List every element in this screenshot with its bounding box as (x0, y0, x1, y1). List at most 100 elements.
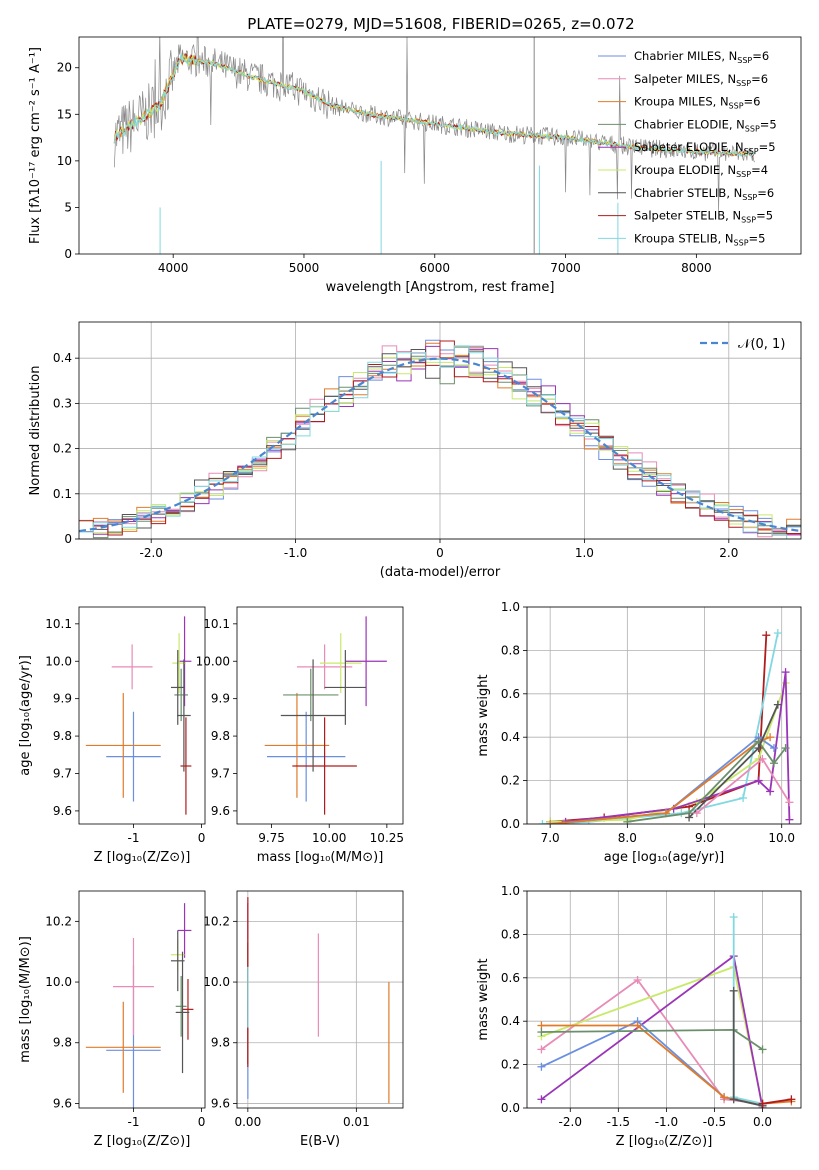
weight-series-line (540, 978, 763, 1105)
plot-area (264, 616, 387, 815)
axes-frame (78, 36, 802, 255)
weight-series-line (732, 917, 763, 1105)
y-tick-label: 0.0 (501, 817, 520, 831)
x-axis-label: E(B-V) (300, 1134, 340, 1149)
spectrum-panel: 4000 5000 6000 7000 8000 0 5 10 15 20 wavelength [… (28, 36, 802, 295)
x-tick-label: 10.25 (370, 831, 404, 845)
y-tick-label: 0.6 (501, 687, 520, 701)
y-tick-label: 10 (57, 154, 72, 168)
y-tick-label: 0.2 (53, 442, 72, 456)
x-tick-label: 6000 (419, 261, 450, 275)
x-tick-label: 8.0 (618, 831, 637, 845)
y-axis-label: mass [log₁₀(M/M⊙)] (18, 936, 33, 1063)
y-tick-label: 0.3 (53, 396, 72, 410)
legend-entry: Chabrier STELIB, NSSP=6 (634, 186, 774, 202)
x-tick-label: 0.01 (343, 1115, 370, 1129)
legend-count: =6 (744, 95, 761, 109)
x-tick-label: 1.0 (575, 546, 594, 560)
legend-subscript: SSP (744, 147, 759, 156)
x-tick-label: 9.0 (695, 831, 714, 845)
y-axis-label: Flux [fλ10⁻¹⁷ erg cm⁻² s⁻¹ A⁻¹] (28, 47, 43, 244)
weight-series-line (541, 1020, 763, 1107)
weight-series-line (762, 1098, 792, 1105)
axes-frame (78, 890, 206, 1109)
y-tick-label: 0.0 (501, 1101, 520, 1115)
y-tick-label: 0.2 (501, 774, 520, 788)
x-axis-label: (data-model)/error (380, 565, 501, 580)
x-tick-label: -1.0 (655, 1115, 678, 1129)
x-tick-label: 10.0 (768, 831, 795, 845)
y-tick-label: 10.00 (196, 654, 230, 668)
legend-count: =6 (751, 72, 768, 86)
legend-entry: Salpeter STELIB, NSSP=5 (634, 209, 773, 225)
weight-series-line (550, 736, 771, 824)
x-axis-label: Z [log₁₀(Z/Z⊙)] (94, 1134, 191, 1149)
x-tick-label: 0 (436, 546, 444, 560)
legend-subscript: SSP (729, 102, 744, 111)
x-axis-label: wavelength [Angstrom, rest frame] (326, 280, 555, 295)
y-tick-label: 10.0 (45, 654, 72, 668)
y-tick-label: 9.6 (53, 804, 72, 818)
legend-subscript: SSP (742, 193, 757, 202)
y-tick-label: 0 (64, 247, 72, 261)
x-axis-label: Z [log₁₀(Z/Z⊙)] (94, 850, 191, 865)
y-tick-label: 9.8 (211, 1036, 230, 1050)
y-tick-label: 0.2 (501, 1058, 520, 1072)
mass-ebv-panel: 0.00 0.01 9.6 9.8 10.0 10.2 E(B-V) (203, 890, 404, 1149)
x-axis-label: Z [log₁₀(Z/Z⊙)] (616, 1134, 713, 1149)
y-tick-label: 10.0 (203, 975, 230, 989)
figure-title: PLATE=0279, MJD=51608, FIBERID=0265, z=0… (247, 15, 634, 33)
y-tick-label: 0.8 (501, 927, 520, 941)
y-tick-label: 9.8 (53, 1036, 72, 1050)
legend-subscript: SSP (736, 79, 751, 88)
y-axis-label: age [log₁₀(age/yr)] (18, 655, 33, 776)
x-tick-label: 8000 (681, 261, 712, 275)
axes-frame (78, 321, 802, 540)
legend-count: =6 (757, 186, 774, 200)
legend-count: =5 (756, 209, 773, 223)
axes-frame (236, 890, 404, 1109)
y-tick-label: 9.6 (211, 804, 230, 818)
y-tick-label: 10.1 (45, 617, 72, 631)
legend-entry: Kroupa STELIB, NSSP=5 (634, 231, 765, 247)
plot-area (79, 339, 801, 539)
x-tick-label: 7.0 (541, 831, 560, 845)
legend-subscript: SSP (741, 216, 756, 225)
legend-count: =5 (760, 117, 777, 131)
x-tick-label: 0.00 (234, 1115, 261, 1129)
y-tick-label: 9.6 (211, 1096, 230, 1110)
mass-metallicity-panel: -1 0 9.6 9.8 10.0 10.2 Z [log₁₀(Z/Z⊙)] mass [lo… (18, 890, 206, 1149)
weight-series-line (550, 635, 768, 823)
x-tick-label: -2.0 (559, 1115, 582, 1129)
x-tick-label: -1.5 (607, 1115, 630, 1129)
residual-histogram-panel: -2.0 -1.0 0 1.0 2.0 0 0.1 0.2 0.3 0.4 (data-model)… (28, 321, 802, 580)
weight-age-panel: 7.0 8.0 9.0 10.0 0.0 0.2 0.4 0.6 0.8 1.0 age [log₁… (476, 600, 802, 865)
y-tick-label: 10.2 (45, 914, 72, 928)
x-tick-label: 7000 (550, 261, 581, 275)
y-tick-label: 0.4 (501, 1014, 520, 1028)
y-axis-label: mass weight (476, 674, 491, 756)
x-tick-label: -2.0 (139, 546, 162, 560)
y-axis-label: mass weight (476, 958, 491, 1040)
plot-area (85, 903, 194, 1108)
weight-series-line (550, 682, 787, 823)
legend-count: =6 (752, 49, 769, 63)
x-tick-label: 9.75 (258, 831, 285, 845)
axes-frame (526, 890, 802, 1109)
x-tick-label: 2.0 (719, 546, 738, 560)
x-axis-label: mass [log₁₀(M/M⊙)] (257, 850, 384, 865)
plot-area (538, 629, 794, 824)
legend-entry: Chabrier ELODIE, NSSP=5 (634, 117, 777, 133)
axes-frame (78, 606, 206, 825)
legend-count: =5 (759, 140, 776, 154)
age-metallicity-panel: -1 0 9.6 9.7 9.8 9.9 10.0 10.1 Z [log₁₀(Z/Z⊙)] ag… (18, 606, 206, 865)
legend-entry: Chabrier MILES, NSSP=6 (634, 49, 769, 65)
y-tick-label: 10.2 (203, 914, 230, 928)
legend-subscript: SSP (736, 170, 751, 179)
y-tick-label: 0.4 (501, 730, 520, 744)
age-mass-panel: 9.75 10.00 10.25 9.6 9.7 9.8 9.9 10.00 10.1 mass … (196, 606, 404, 865)
x-tick-label: 0.0 (753, 1115, 772, 1129)
axes-frame (236, 606, 404, 825)
legend-entry: Salpeter MILES, NSSP=6 (634, 72, 768, 88)
